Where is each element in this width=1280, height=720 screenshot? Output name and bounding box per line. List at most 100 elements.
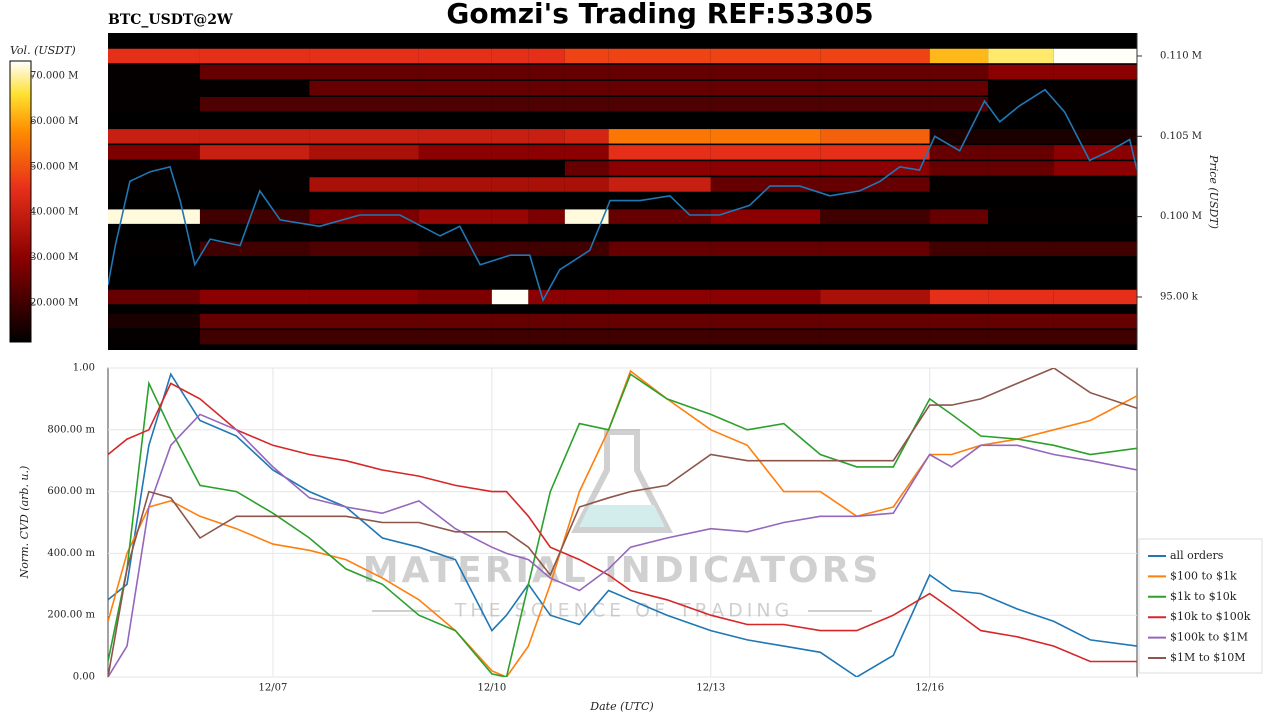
heatmap-cell — [491, 145, 529, 160]
heatmap-cell — [608, 48, 711, 64]
legend-label: $100 to $1k — [1170, 569, 1237, 582]
heatmap-cell — [528, 64, 565, 80]
cvd-lines — [108, 368, 1137, 677]
heatmap-cell — [1053, 329, 1137, 345]
heatmap-cell — [108, 96, 200, 112]
heatmap-cell — [1053, 48, 1137, 64]
heatmap-cell — [108, 289, 200, 305]
y-tick-label: 0.100 M — [1160, 211, 1202, 222]
heatmap-cell — [988, 129, 1054, 144]
subtitle: BTC_USDT@2W — [108, 12, 233, 28]
y-tick-label: 95.00 k — [1160, 291, 1199, 302]
watermark-slogan: THE SCIENCE OF TRADING — [454, 600, 794, 622]
heatmap-cell — [528, 80, 565, 96]
y-tick-label: 0.105 M — [1160, 131, 1202, 142]
heatmap-cell — [309, 161, 419, 176]
y-tick-label: 400.00 m — [47, 548, 95, 559]
cvd-plot-frame — [107, 367, 1138, 678]
legend-label: $10k to $100k — [1170, 610, 1251, 623]
heatmap-cell — [491, 64, 529, 80]
heatmap-cell — [988, 329, 1054, 345]
heatmap-cell — [820, 313, 930, 329]
heatmap-cell — [1053, 145, 1137, 160]
heatmap-cell — [1053, 241, 1137, 257]
y-tick-label: 0.00 — [73, 672, 95, 683]
heatmap-cell — [108, 129, 200, 144]
colorbar-tick-label: 30.000 M — [30, 252, 78, 263]
heatmap-cell — [309, 209, 419, 224]
colorbar-tick-label: 50.000 M — [30, 161, 78, 172]
heatmap-cell — [988, 209, 1054, 224]
heatmap-cell — [710, 145, 821, 160]
y-tick-label: 600.00 m — [47, 486, 95, 497]
heatmap-cell — [1053, 313, 1137, 329]
heatmap-cell — [929, 145, 989, 160]
heatmap-cell — [309, 329, 419, 345]
heatmap-cell — [820, 161, 930, 176]
heatmap-cell — [820, 329, 930, 345]
heatmap-cell — [820, 64, 930, 80]
heatmap-cell — [418, 96, 492, 112]
heatmap-cell — [710, 80, 821, 96]
heatmap-cell — [608, 209, 711, 224]
heatmap-cell — [528, 145, 565, 160]
heatmap-cell — [309, 80, 419, 96]
legend-label: all orders — [1170, 549, 1224, 562]
heatmap-cell — [199, 80, 310, 96]
heatmap-cell — [199, 64, 310, 80]
heatmap-cell — [199, 161, 310, 176]
heatmap-cell — [418, 241, 492, 257]
heatmap-cell — [988, 313, 1054, 329]
heatmap-cell — [108, 145, 200, 160]
heatmap-cell — [528, 96, 565, 112]
heatmap-cell — [710, 313, 821, 329]
cvd-line — [108, 382, 1137, 663]
y-tick-label: 800.00 m — [47, 424, 95, 435]
heatmap-cell — [491, 161, 529, 176]
y-tick-label: 200.00 m — [47, 610, 95, 621]
heatmap-cell — [1053, 80, 1137, 96]
heatmap-cell — [108, 48, 200, 64]
page-title: Gomzi's Trading REF:53305 — [446, 0, 873, 30]
heatmap-cell — [528, 241, 565, 257]
heatmap-cell — [418, 129, 492, 144]
cvd-line — [108, 369, 1137, 677]
heatmap-cell — [491, 96, 529, 112]
heatmap-cell — [820, 289, 930, 305]
heatmap-cell — [988, 48, 1054, 64]
heatmap-cell — [929, 209, 989, 224]
heatmap-cell — [199, 145, 310, 160]
heatmap-cell — [820, 48, 930, 64]
heatmap-cell — [199, 289, 310, 305]
heatmap-cell — [418, 209, 492, 224]
heatmap-cell — [608, 329, 711, 345]
heatmap-cell — [820, 241, 930, 257]
heatmap-cell — [820, 80, 930, 96]
heatmap-cell — [608, 80, 711, 96]
heatmap-cell — [988, 145, 1054, 160]
heatmap-cell — [710, 177, 821, 192]
heatmap-cell — [491, 80, 529, 96]
heatmap-cell — [820, 145, 930, 160]
colorbar-tick-label: 40.000 M — [30, 207, 78, 218]
x-tick-label: 12/16 — [915, 683, 944, 694]
heatmap-cell — [418, 48, 492, 64]
heatmap-cell — [608, 145, 711, 160]
heatmap-cell — [528, 48, 565, 64]
heatmap-cell — [108, 161, 200, 176]
heatmap-cell — [820, 129, 930, 144]
heatmap-cell — [710, 161, 821, 176]
heatmap-cell — [528, 289, 565, 305]
heatmap-cell — [1053, 177, 1137, 192]
heatmap-cell — [309, 241, 419, 257]
heatmap-cell — [929, 64, 989, 80]
heatmap-cell — [710, 329, 821, 345]
heatmap-cell — [929, 313, 989, 329]
colorbar-tick-label: 20.000 M — [30, 297, 78, 308]
heatmap-cell — [309, 96, 419, 112]
heatmap-cell — [564, 209, 609, 224]
heatmap-cell — [1053, 161, 1137, 176]
heatmap-cell — [528, 313, 565, 329]
y-tick-label: 0.110 M — [1160, 50, 1202, 61]
